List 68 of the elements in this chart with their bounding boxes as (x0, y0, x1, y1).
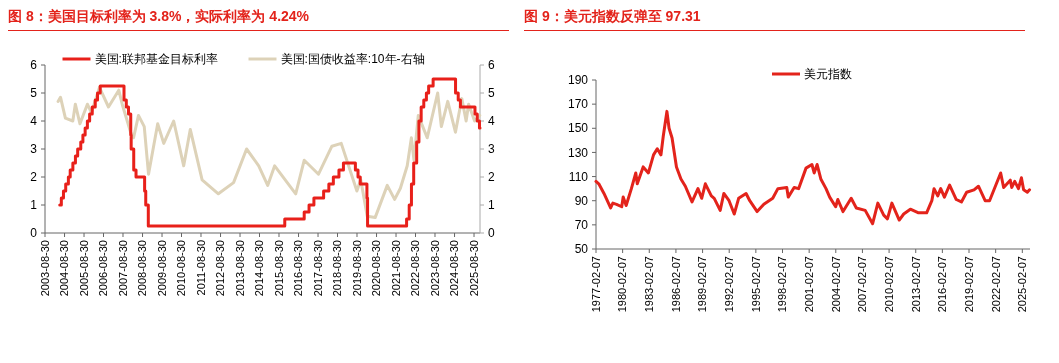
y-tick-label: 4 (30, 114, 38, 129)
x-tick-label: 2022-02-07 (989, 256, 1002, 313)
y2-tick-label: 1 (488, 198, 495, 213)
x-tick-label: 2023-08-30 (428, 240, 441, 297)
x-tick-label: 2005-08-30 (77, 240, 90, 297)
x-tick-label: 1998-02-07 (776, 256, 789, 313)
y-tick-label: 150 (567, 121, 589, 136)
x-tick-label: 2022-08-30 (409, 240, 422, 297)
x-tick-label: 2008-08-30 (136, 240, 149, 297)
x-tick-label: 2025-02-07 (1016, 256, 1029, 313)
x-tick-label: 2013-02-07 (909, 256, 922, 313)
y-tick-label: 50 (574, 242, 589, 257)
legend-label: 美国:国债收益率:10年-右轴 (280, 52, 425, 67)
x-tick-label: 1986-02-07 (669, 256, 682, 313)
x-tick-label: 2010-02-07 (882, 256, 895, 313)
chart-title: 图 8：美国目标利率为 3.8%，实际利率为 4.24% (8, 8, 509, 31)
y2-tick-label: 4 (488, 114, 495, 129)
y-tick-label: 70 (574, 218, 589, 233)
x-tick-label: 2006-08-30 (97, 240, 110, 297)
x-tick-label: 2007-02-07 (856, 256, 869, 313)
y-tick-label: 3 (30, 142, 38, 157)
y2-tick-label: 3 (488, 142, 495, 157)
x-tick-label: 1977-02-07 (589, 256, 602, 313)
x-tick-label: 1980-02-07 (616, 256, 629, 313)
y-tick-label: 190 (567, 73, 589, 88)
y2-tick-label: 0 (488, 226, 495, 241)
x-tick-label: 2001-02-07 (803, 256, 816, 313)
x-tick-label: 2004-08-30 (58, 240, 71, 297)
y2-tick-label: 2 (488, 170, 495, 185)
x-tick-label: 2017-08-30 (311, 240, 324, 297)
x-tick-label: 2019-08-30 (350, 240, 363, 297)
y-tick-label: 5 (30, 86, 38, 101)
x-tick-label: 2010-08-30 (175, 240, 188, 297)
y-tick-label: 130 (567, 145, 589, 160)
chart-title: 图 9：美元指数反弹至 97.31 (524, 8, 1025, 31)
x-tick-label: 2020-08-30 (370, 240, 383, 297)
y-tick-label: 170 (567, 97, 589, 112)
x-tick-label: 2016-02-07 (936, 256, 949, 313)
line-series (594, 109, 1032, 226)
x-tick-label: 2007-08-30 (116, 240, 129, 297)
x-tick-label: 1995-02-07 (749, 256, 762, 313)
x-tick-label: 2019-02-07 (962, 256, 975, 313)
x-tick-label: 2003-08-30 (38, 240, 51, 297)
x-tick-label: 1983-02-07 (643, 256, 656, 313)
x-tick-label: 1992-02-07 (723, 256, 736, 313)
x-tick-label: 2014-08-30 (253, 240, 266, 297)
legend-label: 美国:联邦基金目标利率 (94, 52, 218, 67)
x-tick-label: 2011-08-30 (194, 240, 207, 296)
y-tick-label: 1 (30, 198, 38, 213)
x-tick-label: 2015-08-30 (272, 240, 285, 297)
x-tick-label: 2016-08-30 (292, 240, 305, 297)
x-tick-label: 1989-02-07 (696, 256, 709, 313)
y-tick-label: 6 (30, 58, 38, 73)
x-tick-label: 2025-08-30 (467, 240, 480, 297)
x-tick-label: 2018-08-30 (331, 240, 344, 297)
legend-label: 美元指数 (804, 67, 852, 82)
y-tick-label: 2 (30, 170, 38, 185)
x-tick-label: 2012-08-30 (214, 240, 227, 297)
y-tick-label: 0 (30, 226, 38, 241)
x-tick-label: 2021-08-30 (389, 240, 402, 297)
x-tick-label: 2004-02-07 (829, 256, 842, 313)
y-tick-label: 90 (574, 193, 589, 208)
x-tick-label: 2013-08-30 (233, 240, 246, 297)
y-tick-label: 110 (568, 169, 589, 184)
y2-tick-label: 5 (488, 86, 495, 101)
y2-tick-label: 6 (488, 58, 495, 73)
x-tick-label: 2024-08-30 (448, 240, 461, 297)
x-tick-label: 2009-08-30 (155, 240, 168, 297)
